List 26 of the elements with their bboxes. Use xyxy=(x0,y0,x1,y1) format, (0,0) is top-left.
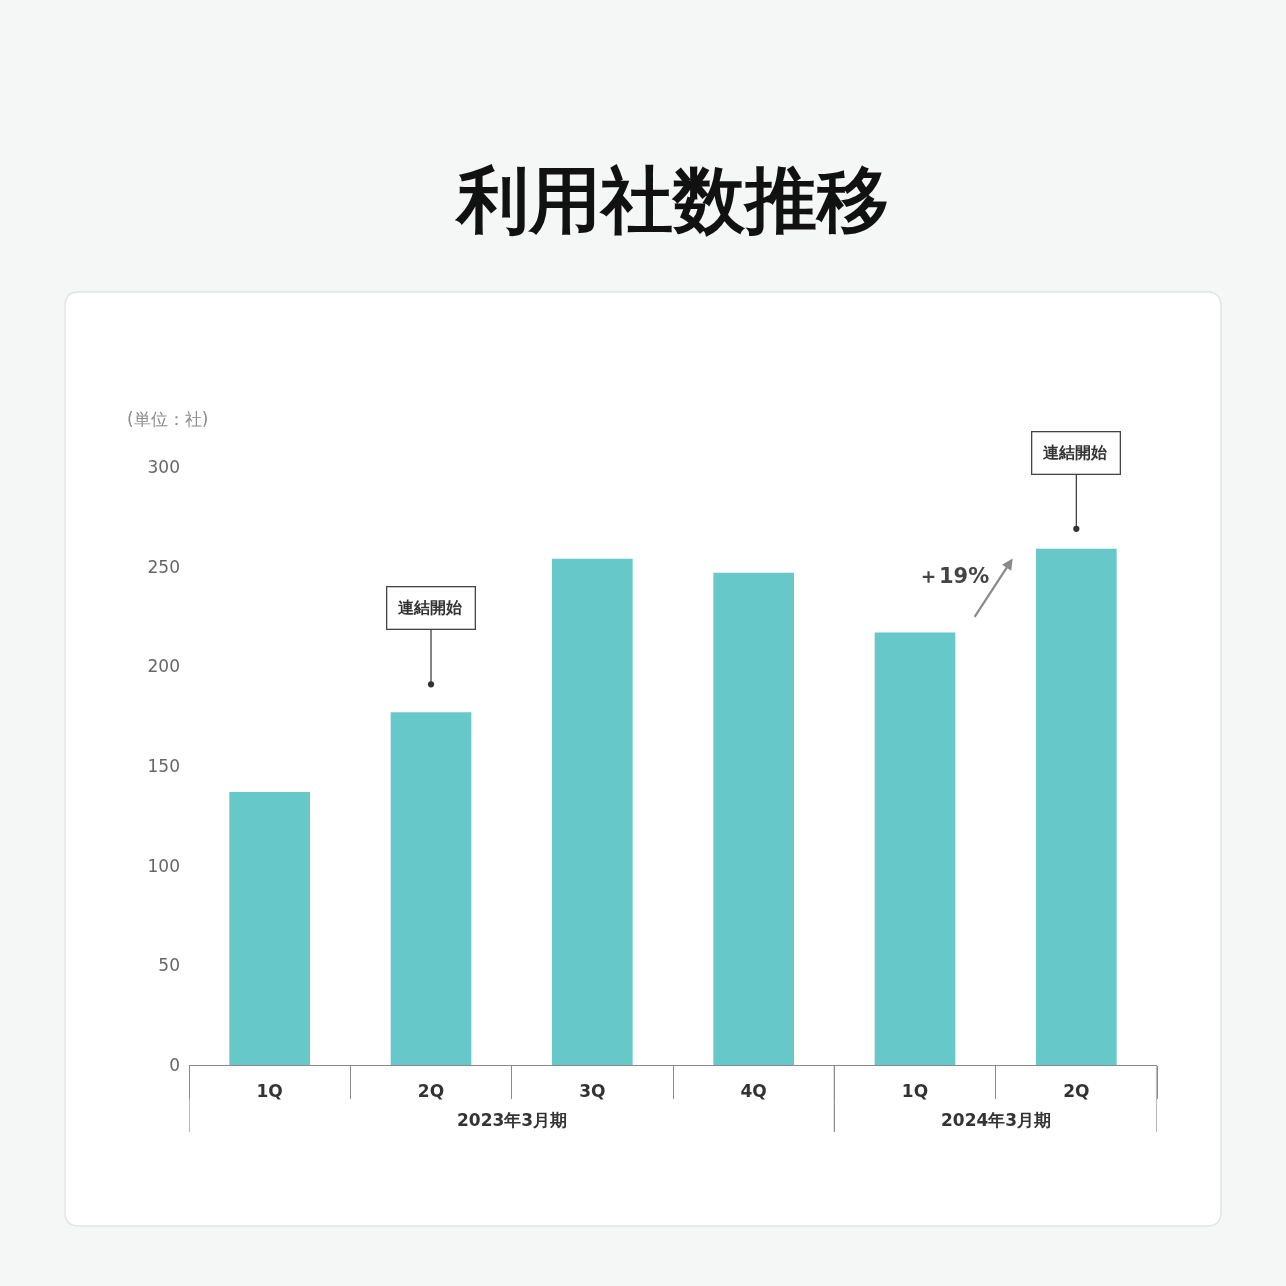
bar xyxy=(713,572,794,1065)
y-tick-label: 300 xyxy=(147,456,180,477)
text: 2024年3月期 xyxy=(941,1110,1052,1130)
text: 2023年3月期 xyxy=(457,1110,568,1130)
x-tick-label: 2Q xyxy=(1063,1080,1090,1101)
x-tick-label: 3Q xyxy=(579,1080,606,1101)
x-tick-label: 4Q xyxy=(740,1080,767,1101)
y-tick-label: 150 xyxy=(147,755,180,776)
y-tick-label: 250 xyxy=(147,556,180,577)
bar xyxy=(552,558,633,1065)
x-tick-label: 2Q xyxy=(417,1080,445,1101)
y-tick-label: 100 xyxy=(147,855,180,876)
chart-title: 利用社数推移 xyxy=(454,158,889,243)
annotation: ＋19% xyxy=(918,564,990,588)
y-tick-label: 200 xyxy=(147,656,180,677)
bar xyxy=(229,791,310,1065)
bar xyxy=(1036,548,1117,1065)
bar xyxy=(390,712,472,1065)
y-axis-title: (単位：社) xyxy=(127,409,209,429)
y-tick-label: 50 xyxy=(158,955,180,976)
bar xyxy=(874,632,956,1065)
y-tick-label: 0 xyxy=(169,1054,180,1075)
annotation: 連結開始 xyxy=(398,598,464,618)
x-tick-label: 1Q xyxy=(901,1080,929,1101)
annotation: 連結開始 xyxy=(1043,443,1109,463)
x-tick-label: 1Q xyxy=(256,1080,283,1101)
